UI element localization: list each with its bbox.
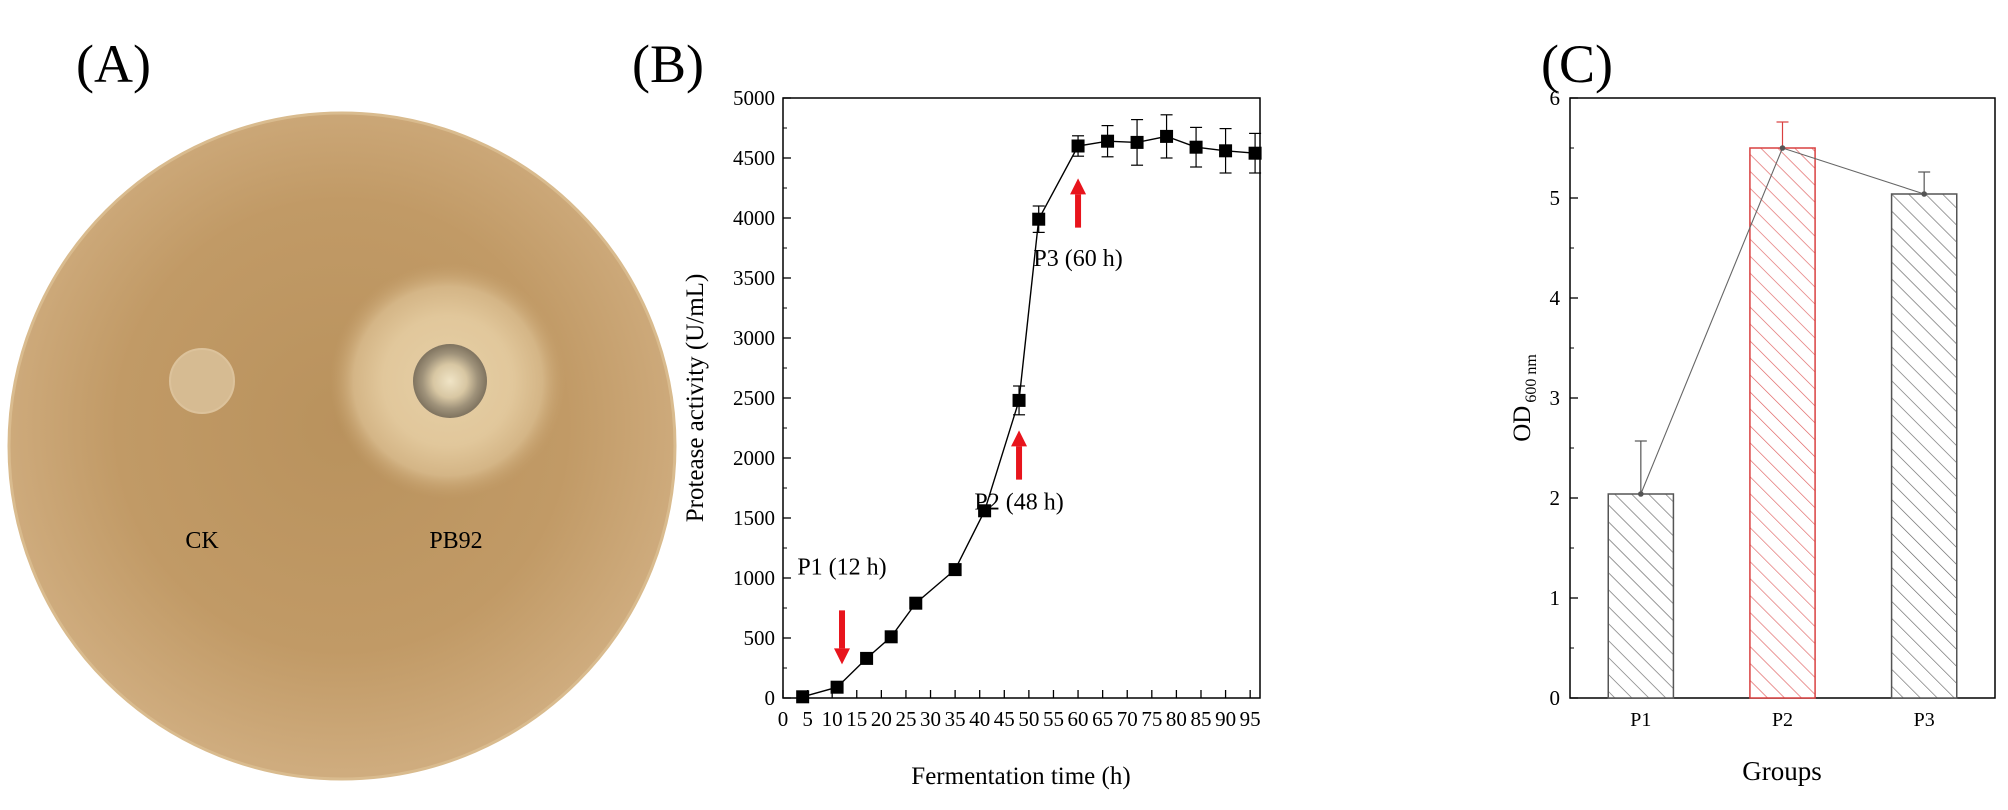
data-point bbox=[1130, 135, 1144, 149]
x-tick-label: 75 bbox=[1141, 707, 1162, 731]
series-line bbox=[802, 135, 1256, 698]
x-tick-label: 35 bbox=[945, 707, 966, 731]
annotation-arrowhead bbox=[1011, 430, 1028, 447]
data-point bbox=[1189, 140, 1203, 154]
panel-b: (B) 050010001500200025003000350040004500… bbox=[632, 34, 1262, 790]
pb92-colony bbox=[413, 344, 487, 418]
panel-c: (C) 0 1 2 3 4 5 6 P1 P2 P3 OD 600 nm Groups bbox=[1509, 34, 1996, 786]
y-tick-label: 2 bbox=[1550, 486, 1561, 510]
data-point bbox=[830, 680, 844, 694]
chart-c-y-label: OD 600 nm bbox=[1509, 354, 1540, 442]
y-tick-label: 5000 bbox=[733, 86, 775, 110]
ck-label: CK bbox=[185, 528, 219, 554]
x-tick-label: 20 bbox=[871, 707, 892, 731]
y-tick-label: 6 bbox=[1550, 86, 1561, 110]
x-tick-label: 30 bbox=[920, 707, 941, 731]
x-tick-label: 55 bbox=[1043, 707, 1064, 731]
x-tick-label: 85 bbox=[1190, 707, 1211, 731]
chart-c-y-label-main: OD bbox=[1509, 406, 1536, 442]
y-tick-label: 3500 bbox=[733, 266, 775, 290]
x-tick-label: 15 bbox=[846, 707, 867, 731]
x-tick-label: P2 bbox=[1772, 709, 1793, 731]
ck-colony bbox=[169, 348, 235, 414]
annotation-label: P3 (60 h) bbox=[1033, 246, 1122, 272]
y-tick-label: 4000 bbox=[733, 206, 775, 230]
y-tick-label: 4 bbox=[1550, 286, 1561, 310]
pb92-label: PB92 bbox=[429, 528, 482, 554]
annotation-label: P1 (12 h) bbox=[797, 554, 886, 580]
data-point bbox=[1032, 212, 1046, 226]
bar-point bbox=[1638, 491, 1644, 497]
data-point bbox=[978, 504, 992, 518]
x-tick-label: 25 bbox=[895, 707, 916, 731]
x-tick-label: 0 bbox=[778, 707, 789, 731]
x-tick-label: 5 bbox=[802, 707, 813, 731]
chart-b-x-label: Fermentation time (h) bbox=[911, 763, 1130, 790]
x-tick-label: 70 bbox=[1117, 707, 1138, 731]
data-point bbox=[1101, 134, 1115, 148]
y-tick-label: 2000 bbox=[733, 446, 775, 470]
y-tick-label: 0 bbox=[765, 686, 776, 710]
data-point bbox=[1248, 146, 1262, 160]
x-tick-label: 60 bbox=[1068, 707, 1089, 731]
x-tick-label: 95 bbox=[1240, 707, 1261, 731]
y-tick-label: 500 bbox=[744, 626, 776, 650]
chart-b-y-label: Protease activity (U/mL) bbox=[682, 274, 709, 523]
y-tick-label: 0 bbox=[1550, 686, 1561, 710]
y-tick-label: 5 bbox=[1550, 186, 1561, 210]
x-tick-label: 65 bbox=[1092, 707, 1113, 731]
x-tick-label: 90 bbox=[1215, 707, 1236, 731]
x-tick-label: 50 bbox=[1018, 707, 1039, 731]
y-tick-label: 1 bbox=[1550, 586, 1561, 610]
x-tick-label: 45 bbox=[994, 707, 1015, 731]
data-point bbox=[1219, 144, 1233, 158]
y-tick-label: 3000 bbox=[733, 326, 775, 350]
panel-a-label: (A) bbox=[76, 34, 151, 94]
chart-b-y-axis: 0 500 1000 1500 2000 2500 3000 3500 4000 4500 5000 bbox=[733, 86, 791, 710]
bar-p1 bbox=[1607, 493, 1675, 699]
chart-c-y-axis: 0 1 2 3 4 5 6 bbox=[1550, 86, 1578, 710]
bar-point bbox=[1921, 191, 1927, 197]
y-tick-label: 2500 bbox=[733, 386, 775, 410]
data-point bbox=[948, 563, 962, 577]
data-point bbox=[909, 596, 923, 610]
chart-c-plot bbox=[1607, 121, 1958, 699]
data-point bbox=[1160, 129, 1174, 143]
x-tick-label: P3 bbox=[1914, 709, 1935, 731]
annotation-arrowhead bbox=[1070, 178, 1087, 195]
x-tick-label: 10 bbox=[822, 707, 843, 731]
x-tick-label: P1 bbox=[1630, 709, 1651, 731]
panel-b-label: (B) bbox=[632, 34, 704, 94]
agar-plate bbox=[7, 111, 677, 781]
chart-c-y-label-sub: 600 nm bbox=[1523, 354, 1540, 403]
chart-b-plot: P1 (12 h) P2 (48 h) P3 (60 h) bbox=[796, 114, 1262, 704]
data-point bbox=[1071, 139, 1085, 153]
chart-b-x-axis: 0 5 10 15 20 25 30 35 40 45 50 55 60 65 70 75 80 85 90 95 bbox=[778, 690, 1261, 731]
y-tick-label: 3 bbox=[1550, 386, 1561, 410]
x-tick-label: 40 bbox=[969, 707, 990, 731]
annotation-arrowhead bbox=[834, 648, 851, 665]
data-point bbox=[796, 690, 810, 704]
data-point bbox=[884, 630, 898, 644]
bar-p3 bbox=[1890, 193, 1958, 699]
annotation-label: P2 (48 h) bbox=[974, 490, 1063, 516]
data-point bbox=[1012, 393, 1026, 407]
y-tick-label: 4500 bbox=[733, 146, 775, 170]
panel-a: (A) CK PB92 bbox=[7, 34, 677, 781]
x-tick-label: 80 bbox=[1166, 707, 1187, 731]
data-point bbox=[860, 651, 874, 665]
panel-c-label: (C) bbox=[1541, 34, 1613, 94]
y-tick-label: 1000 bbox=[733, 566, 775, 590]
bar-p2 bbox=[1749, 147, 1816, 699]
bar-point bbox=[1779, 145, 1786, 151]
y-tick-label: 1500 bbox=[733, 506, 775, 530]
chart-c-x-label: Groups bbox=[1742, 756, 1822, 786]
